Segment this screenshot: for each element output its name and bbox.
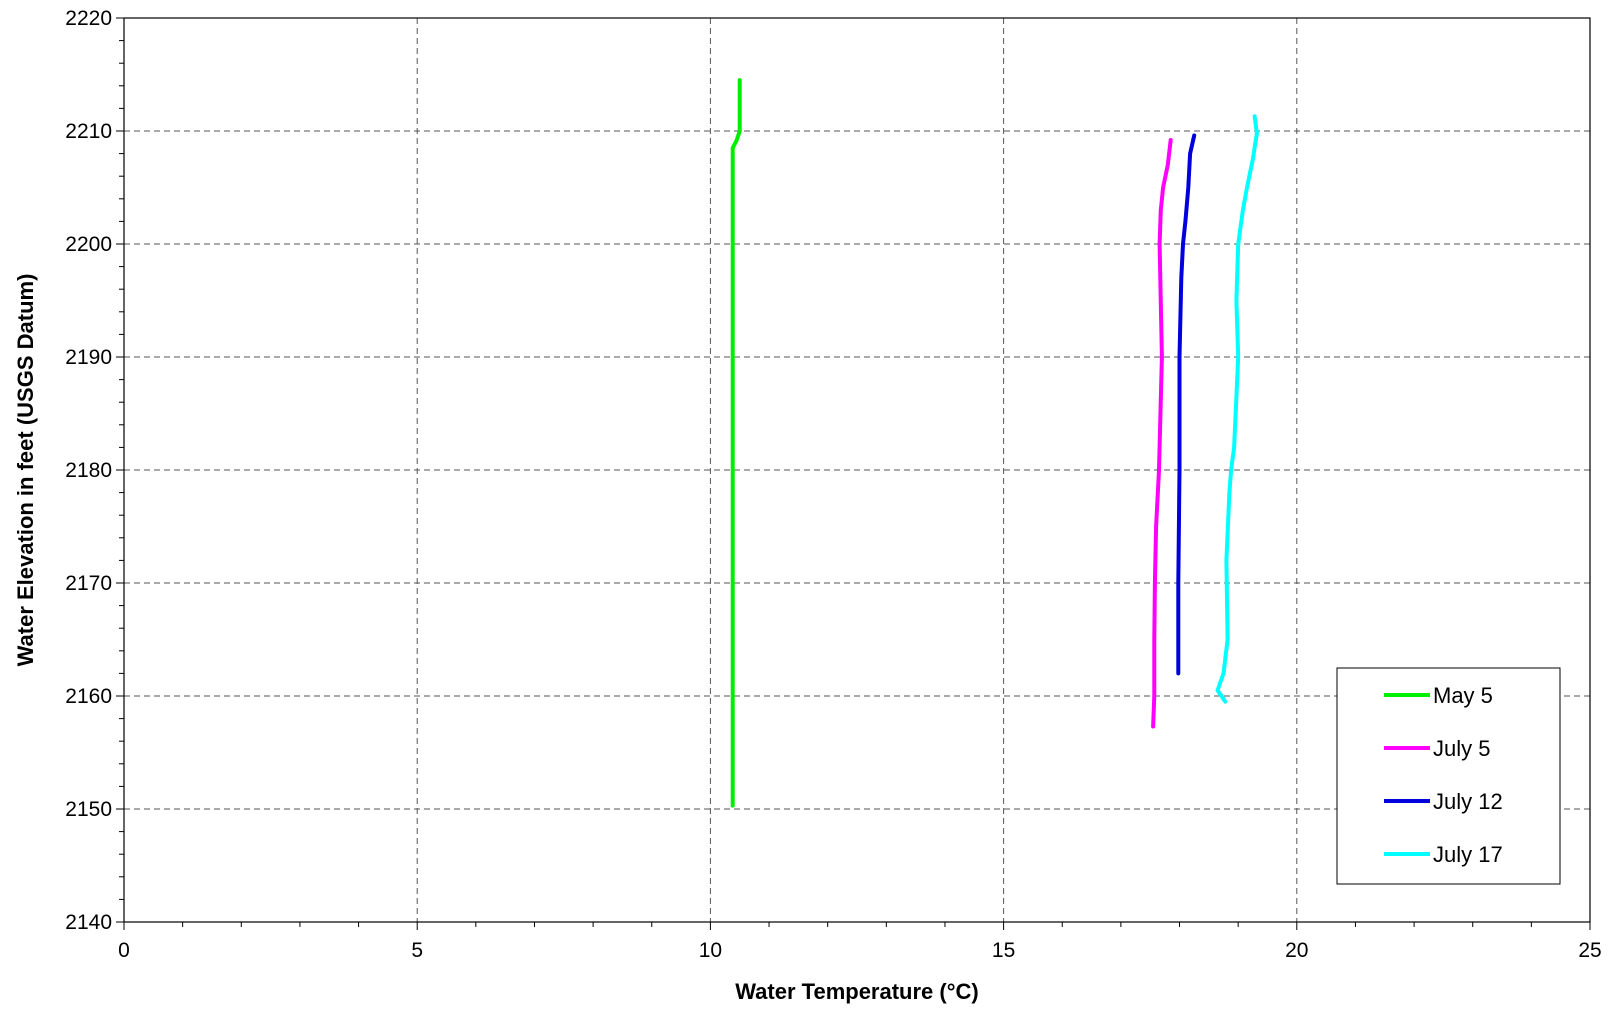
x-axis: 0 5 10 15 20 25 <box>118 922 1602 962</box>
x-axis-title: Water Temperature (°C) <box>735 979 979 1004</box>
legend-label-july-12: July 12 <box>1433 789 1503 814</box>
series-lines <box>730 78 1259 808</box>
series-line-may-5 <box>730 78 742 808</box>
y-tick-label: 2220 <box>65 7 112 30</box>
y-tick-label: 2170 <box>65 572 112 595</box>
legend-label-july-5: July 5 <box>1433 736 1490 761</box>
y-tick-label: 2160 <box>65 685 112 708</box>
x-tick-label: 10 <box>699 939 722 962</box>
x-tick-label: 15 <box>992 939 1015 962</box>
y-tick-label: 2200 <box>65 233 112 256</box>
y-axis: 2140 2150 2160 2170 2180 2190 2200 2210 2220 <box>65 7 124 934</box>
legend: May 5 July 5 July 12 July 17 <box>1336 667 1561 885</box>
legend-box <box>1336 667 1561 885</box>
legend-label-july-17: July 17 <box>1433 842 1503 867</box>
y-tick-label: 2140 <box>65 911 112 934</box>
y-tick-label: 2190 <box>65 346 112 369</box>
grid <box>124 18 1590 922</box>
x-tick-label: 20 <box>1285 939 1308 962</box>
x-tick-label: 5 <box>411 939 423 962</box>
y-axis-title: Water Elevation in feet (USGS Datum) <box>13 274 38 667</box>
y-tick-label: 2180 <box>65 459 112 482</box>
x-tick-label: 25 <box>1578 939 1601 962</box>
series-line-july-5 <box>1151 138 1173 729</box>
series-line-july-12 <box>1176 133 1197 676</box>
y-tick-label: 2150 <box>65 798 112 821</box>
x-tick-label: 0 <box>118 939 130 962</box>
series-line-july-17 <box>1215 114 1259 704</box>
legend-label-may-5: May 5 <box>1433 683 1493 708</box>
y-tick-label: 2210 <box>65 120 112 143</box>
